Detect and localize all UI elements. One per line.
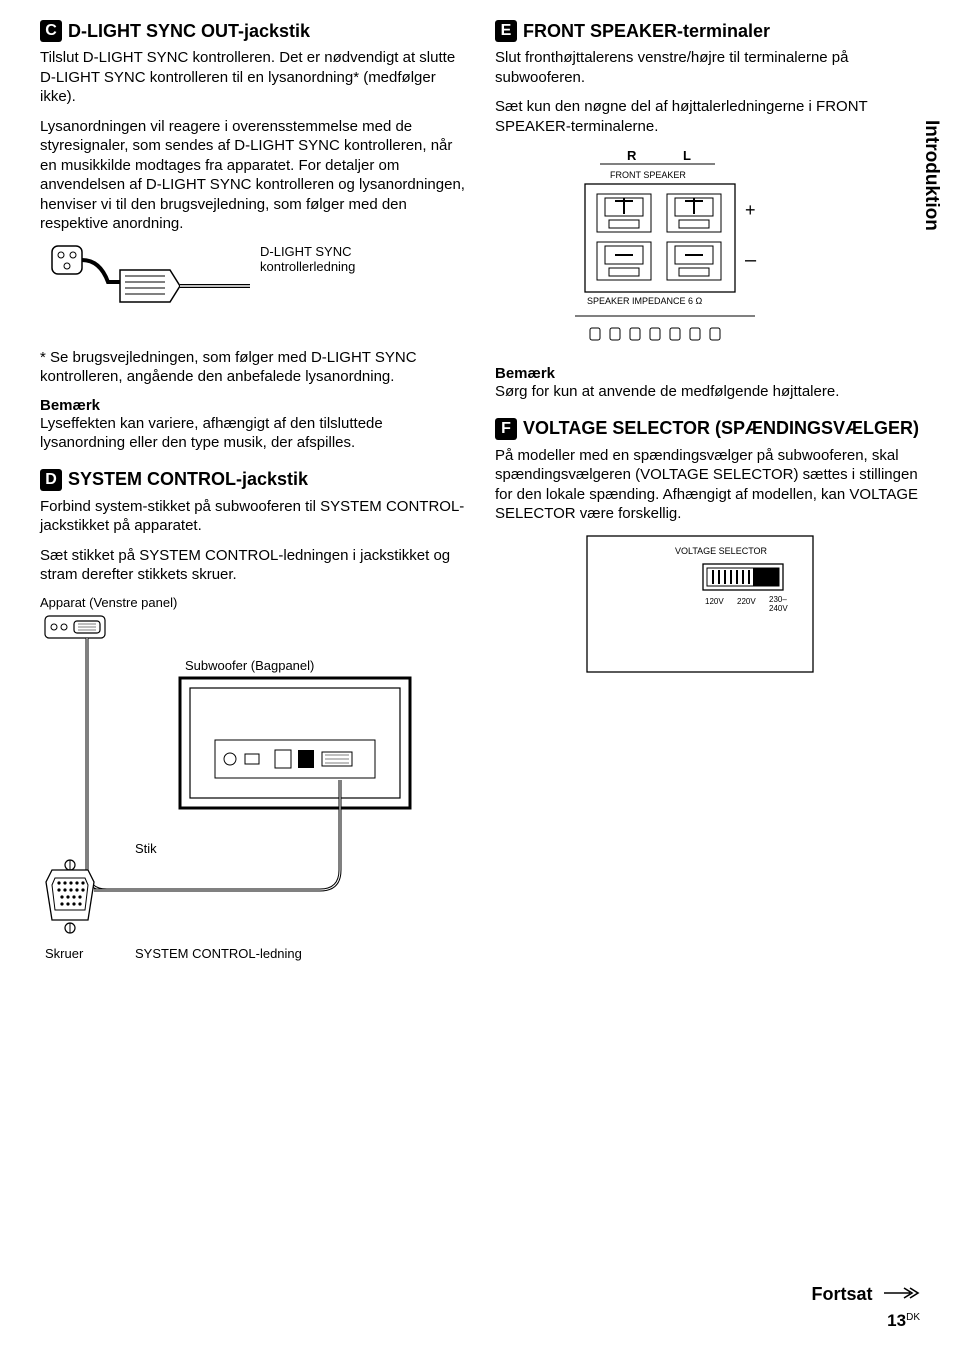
section-d-p2: Sæt stikket på SYSTEM CONTROL-ledningen …: [40, 546, 465, 585]
section-d-p1: Forbind system-stikket på subwooferen ti…: [40, 497, 465, 536]
section-c-footnote: * Se brugsvejledningen, som følger med D…: [40, 348, 465, 387]
section-e-p1: Slut fronthøjttalerens venstre/højre til…: [495, 48, 920, 87]
svg-text:220V: 220V: [737, 597, 756, 606]
section-c-p1: Tilslut D-LIGHT SYNC kontrolleren. Det e…: [40, 48, 465, 107]
svg-text:FRONT SPEAKER: FRONT SPEAKER: [610, 170, 686, 180]
section-e-title: FRONT SPEAKER-terminaler: [523, 21, 770, 42]
svg-text:–: –: [745, 249, 757, 271]
skruer-label: Skruer: [45, 946, 84, 961]
section-c-note-label: Bemærk: [40, 397, 465, 414]
apparat-label: Apparat (Venstre panel): [40, 595, 465, 610]
section-f-letter: F: [495, 418, 517, 440]
svg-text:+: +: [745, 200, 756, 220]
svg-text:VOLTAGE SELECTOR: VOLTAGE SELECTOR: [675, 546, 768, 556]
dlight-sync-figure: D-LIGHT SYNC kontrollerledning: [50, 244, 465, 334]
svg-text:L: L: [683, 148, 691, 163]
section-c-title: D-LIGHT SYNC OUT-jackstik: [68, 21, 310, 42]
subwoofer-figure: Apparat (Venstre panel) Subwoofer (Bagpa…: [40, 595, 465, 975]
voltage-selector-figure: VOLTAGE SELECTOR 120V 220V 230– 240V: [585, 534, 920, 679]
sidebar-introduktion: Introduktion: [920, 120, 942, 231]
page-number: 13DK: [812, 1311, 920, 1331]
section-c-p2: Lysanordningen vil reagere i overensstem…: [40, 117, 465, 234]
subwoofer-label: Subwoofer (Bagpanel): [185, 658, 314, 673]
system-control-ledning-label: SYSTEM CONTROL-ledning: [135, 946, 302, 961]
section-c-note-text: Lyseffekten kan variere, afhængigt af de…: [40, 414, 465, 453]
section-d-letter: D: [40, 469, 62, 491]
section-d-title: SYSTEM CONTROL-jackstik: [68, 469, 308, 490]
section-f-p1: På modeller med en spændingsvælger på su…: [495, 446, 920, 524]
svg-text:R: R: [627, 148, 637, 163]
section-e-note-text: Sørg for kun at anvende de medfølgende h…: [495, 382, 920, 402]
svg-text:SPEAKER IMPEDANCE 6 Ω: SPEAKER IMPEDANCE 6 Ω: [587, 296, 703, 306]
stik-label: Stik: [135, 841, 157, 856]
fortsat-label: Fortsat: [812, 1284, 873, 1304]
svg-text:120V: 120V: [705, 597, 724, 606]
section-e-letter: E: [495, 20, 517, 42]
speaker-terminal-figure: R L FRONT SPEAKER: [555, 146, 920, 351]
svg-text:230–: 230–: [769, 595, 787, 604]
continue-arrow-icon: [882, 1286, 920, 1305]
section-c-letter: C: [40, 20, 62, 42]
section-e-p2: Sæt kun den nøgne del af højttalerlednin…: [495, 97, 920, 136]
section-e-note-label: Bemærk: [495, 365, 920, 382]
svg-text:240V: 240V: [769, 604, 788, 613]
section-f-title: VOLTAGE SELECTOR (SPÆNDINGSVÆLGER): [523, 418, 919, 439]
dlight-sync-caption: D-LIGHT SYNC kontrollerledning: [260, 244, 370, 274]
